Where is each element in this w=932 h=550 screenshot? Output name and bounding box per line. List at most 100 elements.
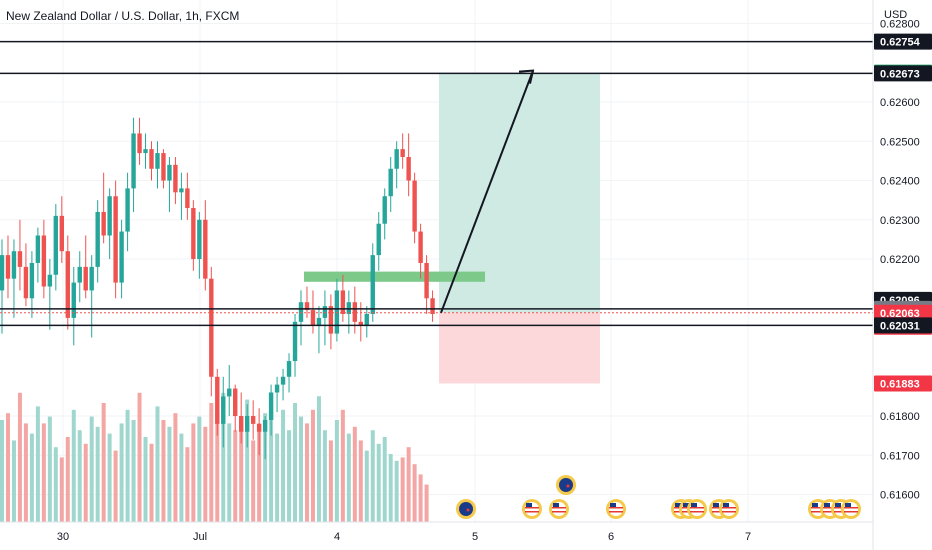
- time-tick-label: 6: [608, 531, 614, 543]
- candle-body: [412, 180, 417, 232]
- us-stripe: [525, 507, 539, 509]
- time-tick-label: 7: [745, 531, 751, 543]
- event-icon[interactable]: [556, 475, 576, 495]
- horizontal-lines: [0, 40, 873, 327]
- volume-bar: [155, 406, 160, 522]
- candle-body: [5, 255, 11, 279]
- candle-body: [262, 419, 268, 432]
- volume-bar: [167, 426, 172, 522]
- price-label-pill: [874, 65, 932, 82]
- candlesticks: [0, 117, 435, 460]
- volume-bar: [412, 464, 417, 522]
- us-canton: [683, 503, 689, 507]
- volume-bar: [59, 457, 64, 522]
- candle-body: [292, 321, 298, 362]
- candle-body: [83, 266, 88, 291]
- volume-bar: [35, 406, 40, 522]
- volume-bar: [245, 399, 250, 522]
- volume-bar: [197, 416, 202, 522]
- volume-bar: [275, 433, 280, 522]
- volume-bar: [185, 447, 190, 522]
- economic-events[interactable]: [456, 475, 861, 519]
- us-stripe: [844, 507, 858, 509]
- chart-title: New Zealand Dollar / U.S. Dollar, 1h, FX…: [6, 9, 239, 23]
- volume-bar: [394, 460, 399, 522]
- position-zones: [304, 72, 600, 384]
- event-icon[interactable]: [606, 499, 626, 519]
- event-icon[interactable]: [522, 499, 542, 519]
- volume-bar: [53, 447, 58, 522]
- event-icon[interactable]: [841, 499, 861, 519]
- candle-body: [41, 235, 47, 287]
- volume-bar: [263, 413, 268, 522]
- price-label-pill: [874, 33, 932, 50]
- us-canton: [526, 503, 532, 507]
- candle-body: [382, 196, 387, 224]
- candle-body: [233, 388, 238, 417]
- candle-body: [113, 196, 118, 283]
- us-stripe: [552, 507, 566, 509]
- us-stripe: [834, 507, 848, 509]
- candle-body: [424, 262, 429, 299]
- candle-body: [256, 423, 262, 432]
- volume-bar: [293, 403, 298, 522]
- volume-bar: [83, 443, 88, 522]
- event-icon[interactable]: [456, 499, 476, 519]
- candle-body: [107, 196, 112, 236]
- us-stripe: [722, 507, 736, 509]
- loss-zone: [439, 312, 600, 384]
- candle-body: [250, 416, 256, 424]
- candle-body: [400, 149, 405, 157]
- price-tick-label: 0.61800: [880, 411, 920, 423]
- candle-body: [418, 231, 423, 263]
- price-tick-label: 0.62200: [880, 254, 920, 266]
- volume-bar: [143, 437, 148, 522]
- us-canton: [723, 503, 729, 507]
- us-stripe: [690, 511, 704, 513]
- volume-bar: [424, 484, 429, 522]
- volume-bar: [119, 423, 124, 522]
- us-canton: [835, 503, 841, 507]
- volume-bar: [23, 423, 28, 522]
- candle-body: [47, 274, 53, 287]
- time-axis-ticks[interactable]: 30 Jul 4 5 6 7: [57, 531, 751, 543]
- event-icon[interactable]: [719, 499, 739, 519]
- candle-body: [77, 266, 82, 283]
- volume-bar: [191, 423, 196, 522]
- volume-bar: [71, 409, 76, 522]
- volume-bar: [239, 420, 244, 522]
- event-icon[interactable]: [549, 499, 569, 519]
- time-tick-label: 4: [334, 531, 340, 543]
- price-axis-panel[interactable]: [873, 0, 932, 522]
- us-stripe: [844, 511, 858, 513]
- price-label-pill: [874, 317, 932, 334]
- price-label-text: 0.62063: [880, 308, 920, 320]
- event-icon[interactable]: [687, 499, 707, 519]
- time-tick-label: Jul: [193, 531, 207, 543]
- price-tick-label: 0.62800: [880, 19, 920, 31]
- volume-bar: [47, 416, 52, 522]
- us-stripe: [525, 511, 539, 513]
- us-canton: [713, 503, 719, 507]
- volume-bar: [233, 430, 238, 522]
- volume-bar: [101, 403, 106, 522]
- candle-body: [244, 416, 250, 432]
- candle-body: [346, 302, 352, 314]
- volume-bar: [346, 433, 351, 522]
- volume-bar: [269, 399, 274, 522]
- price-tick-label: 0.62300: [880, 215, 920, 227]
- time-tick-label: 30: [57, 531, 69, 543]
- candle-body: [286, 361, 292, 377]
- candle-body: [65, 251, 70, 318]
- volume-bar: [95, 426, 100, 522]
- us-canton: [675, 503, 681, 507]
- volume-bar: [77, 430, 82, 522]
- candle-body: [304, 302, 310, 311]
- volume-bar: [41, 423, 46, 522]
- candle-body: [334, 290, 340, 334]
- price-label-text: 0.61883: [880, 378, 920, 390]
- supply-zone-box: [304, 271, 485, 282]
- price-tick-label: 0.61600: [880, 490, 920, 502]
- volume-bar: [299, 416, 303, 522]
